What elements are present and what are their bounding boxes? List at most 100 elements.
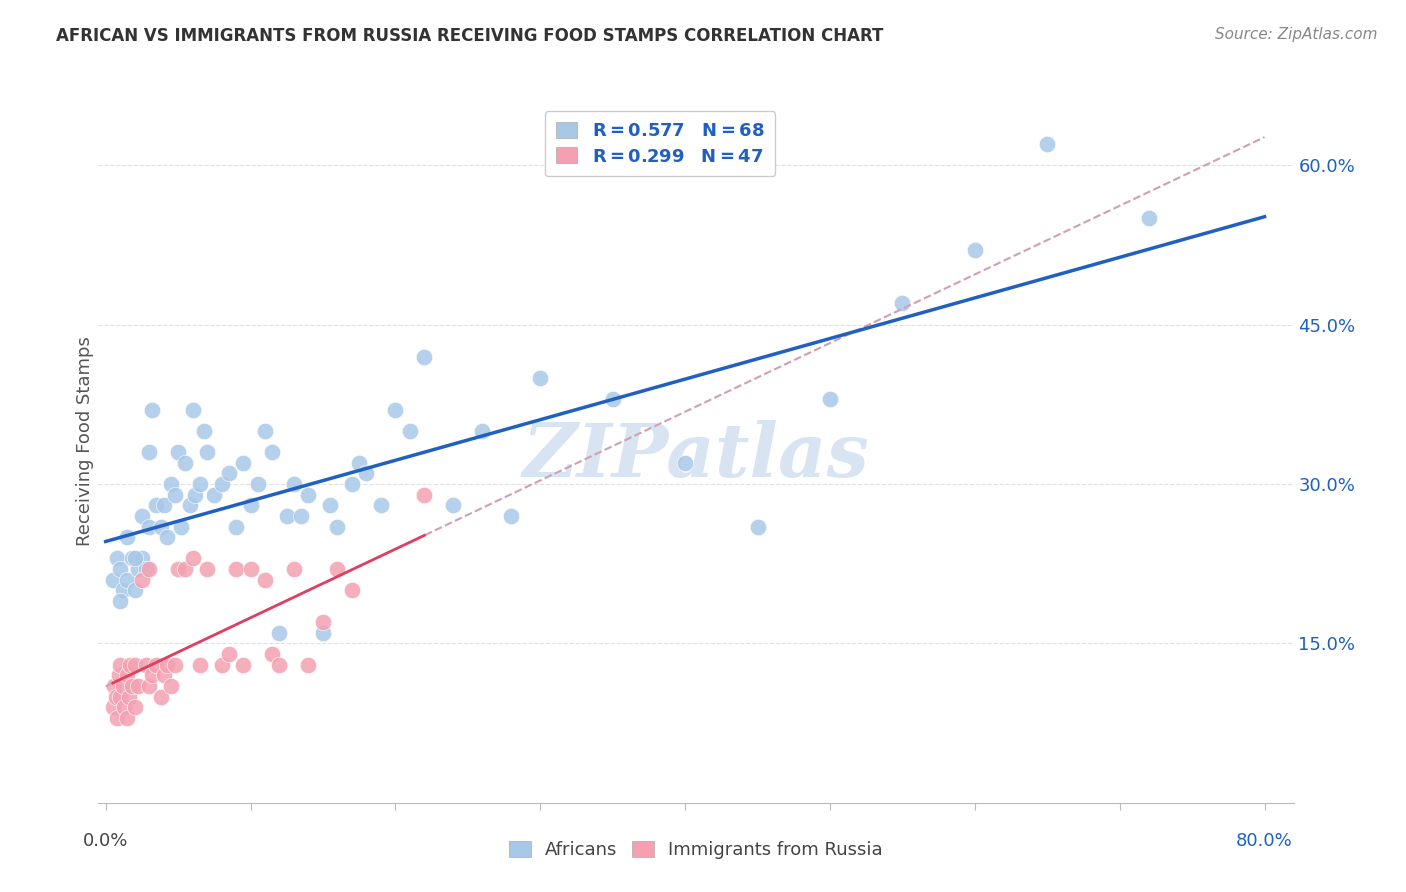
Point: [131, 508, 153, 523]
Point: [262, 647, 284, 661]
Point: [441, 498, 464, 512]
Point: [290, 508, 312, 523]
Point: [283, 477, 305, 491]
Point: [105, 551, 128, 566]
Point: [167, 445, 190, 459]
Point: [370, 498, 392, 512]
Point: [297, 488, 319, 502]
Point: [152, 668, 174, 682]
Point: [218, 467, 240, 481]
Point: [165, 488, 187, 502]
Point: [145, 498, 167, 512]
Point: [340, 477, 363, 491]
Point: [181, 402, 204, 417]
Point: [195, 562, 218, 576]
Point: [141, 402, 163, 417]
Point: [108, 594, 131, 608]
Point: [108, 690, 131, 704]
Point: [149, 690, 172, 704]
Point: [413, 488, 436, 502]
Point: [108, 562, 131, 576]
Point: [127, 679, 149, 693]
Point: [138, 519, 160, 533]
Point: [232, 657, 254, 672]
Point: [181, 551, 204, 566]
Point: [188, 477, 211, 491]
Point: [112, 583, 135, 598]
Point: [120, 657, 142, 672]
Point: [253, 424, 276, 438]
Point: [276, 508, 298, 523]
Point: [101, 700, 124, 714]
Point: [413, 350, 436, 364]
Point: [673, 456, 696, 470]
Text: AFRICAN VS IMMIGRANTS FROM RUSSIA RECEIVING FOOD STAMPS CORRELATION CHART: AFRICAN VS IMMIGRANTS FROM RUSSIA RECEIV…: [56, 27, 883, 45]
Point: [149, 519, 172, 533]
Point: [138, 679, 160, 693]
Point: [1137, 211, 1160, 226]
Point: [211, 477, 233, 491]
Point: [319, 498, 342, 512]
Point: [104, 690, 127, 704]
Point: [135, 562, 157, 576]
Point: [131, 573, 153, 587]
Point: [117, 530, 139, 544]
Point: [471, 424, 494, 438]
Point: [138, 445, 160, 459]
Point: [103, 679, 125, 693]
Point: [239, 498, 262, 512]
Point: [211, 657, 233, 672]
Point: [108, 657, 131, 672]
Point: [118, 690, 141, 704]
Point: [165, 657, 187, 672]
Point: [501, 508, 523, 523]
Point: [174, 456, 197, 470]
Point: [1036, 136, 1059, 151]
Point: [253, 573, 276, 587]
Point: [114, 700, 136, 714]
Point: [225, 562, 247, 576]
Point: [399, 424, 422, 438]
Point: [101, 573, 124, 587]
Point: [184, 488, 207, 502]
Point: [160, 477, 183, 491]
Text: 0.0%: 0.0%: [83, 831, 128, 850]
Point: [195, 445, 218, 459]
Point: [131, 551, 153, 566]
Point: [225, 519, 247, 533]
Point: [269, 657, 291, 672]
Point: [179, 498, 201, 512]
Point: [340, 583, 363, 598]
Point: [747, 519, 769, 533]
Point: [124, 700, 146, 714]
Point: [891, 296, 914, 310]
Point: [107, 668, 129, 682]
Point: [818, 392, 841, 406]
Point: [135, 657, 157, 672]
Point: [174, 562, 197, 576]
Point: [124, 551, 146, 566]
Point: [160, 679, 183, 693]
Point: [602, 392, 624, 406]
Text: Source: ZipAtlas.com: Source: ZipAtlas.com: [1215, 27, 1378, 42]
Point: [326, 519, 349, 533]
Point: [326, 562, 349, 576]
Point: [121, 551, 143, 566]
Point: [312, 615, 335, 630]
Text: 80.0%: 80.0%: [1236, 831, 1294, 850]
Point: [155, 530, 177, 544]
Point: [152, 498, 174, 512]
Point: [105, 711, 128, 725]
Point: [117, 711, 139, 725]
Point: [246, 477, 269, 491]
Point: [297, 657, 319, 672]
Legend: Africans, Immigrants from Russia: Africans, Immigrants from Russia: [502, 833, 890, 866]
Y-axis label: Receiving Food Stamps: Receiving Food Stamps: [76, 336, 94, 547]
Point: [963, 244, 986, 258]
Point: [269, 625, 291, 640]
Point: [356, 467, 378, 481]
Point: [124, 657, 146, 672]
Point: [170, 519, 193, 533]
Point: [218, 647, 240, 661]
Point: [202, 488, 225, 502]
